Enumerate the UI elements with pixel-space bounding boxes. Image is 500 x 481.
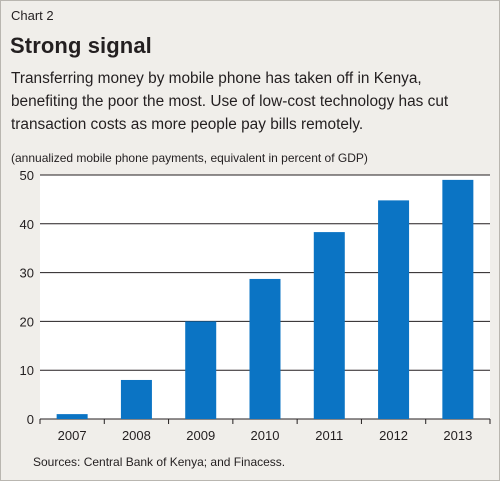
x-tick-label: 2009 — [186, 428, 215, 443]
x-tick-label: 2012 — [379, 428, 408, 443]
y-tick-label: 10 — [20, 363, 34, 378]
x-tick-label: 2011 — [315, 428, 343, 443]
y-axis: 0 10 20 30 40 50 — [20, 168, 34, 427]
bar-2011 — [313, 232, 345, 419]
chart-subtitle: Transferring money by mobile phone has t… — [11, 70, 449, 133]
bar-2008 — [120, 379, 152, 419]
source-note: Sources: Central Bank of Kenya; and Fina… — [33, 455, 286, 469]
x-tick-label: 2013 — [443, 428, 472, 443]
bar-2012 — [378, 200, 410, 419]
x-tick-label: 2008 — [122, 428, 151, 443]
bar-2013 — [442, 179, 474, 419]
bars — [56, 179, 474, 419]
y-tick-label: 20 — [20, 314, 34, 329]
y-tick-label: 30 — [20, 266, 34, 281]
y-tick-label: 40 — [20, 217, 34, 232]
bar-2007 — [56, 414, 88, 419]
x-tick-label: 2007 — [58, 428, 87, 443]
y-tick-label: 50 — [20, 168, 34, 183]
x-tick-label: 2010 — [251, 428, 280, 443]
bar-2010 — [249, 278, 281, 419]
units-note: (annualized mobile phone payments, equiv… — [11, 151, 368, 165]
bar-2009 — [185, 321, 217, 419]
chart-title: Strong signal — [10, 33, 152, 58]
x-axis: 2007 2008 2009 2010 2011 2012 2013 — [39, 419, 491, 443]
y-tick-label: 0 — [27, 412, 34, 427]
chart-number: Chart 2 — [11, 8, 54, 23]
